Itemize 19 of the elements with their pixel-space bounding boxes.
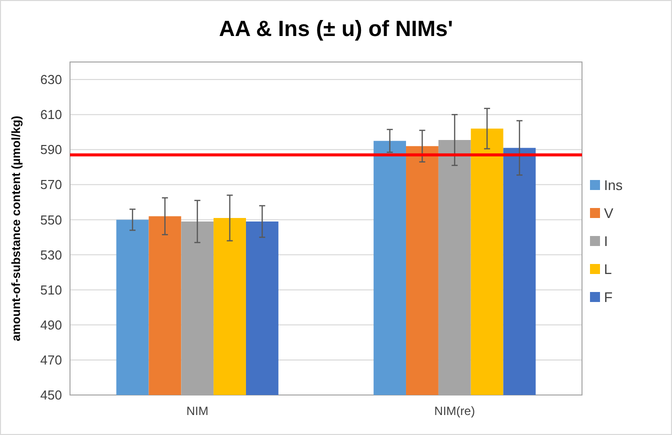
y-tick-label: 630 — [40, 72, 62, 88]
legend-label: I — [604, 232, 608, 249]
y-tick-label: 590 — [40, 142, 62, 158]
y-tick-label: 450 — [40, 388, 62, 403]
legend-label: V — [604, 204, 614, 221]
y-tick-label: 610 — [40, 107, 62, 122]
x-tick-label: NIM(re) — [434, 404, 475, 418]
y-tick-label: 490 — [40, 317, 62, 332]
y-tick-label: 550 — [40, 212, 62, 228]
legend-label: Ins — [604, 176, 623, 193]
chart-title: AA & Ins (± u) of NIMs' — [218, 16, 454, 41]
y-tick-label: 530 — [40, 247, 62, 262]
legend-label: L — [604, 260, 612, 277]
x-tick-label: NIM — [186, 404, 208, 418]
y-tick-label: 470 — [40, 352, 62, 368]
y-axis-title: amount-of-substance content (µmol/kg) — [9, 116, 23, 342]
legend-label: F — [604, 288, 613, 305]
y-tick-label: 510 — [40, 282, 62, 298]
y-tick-label: 570 — [40, 177, 62, 192]
